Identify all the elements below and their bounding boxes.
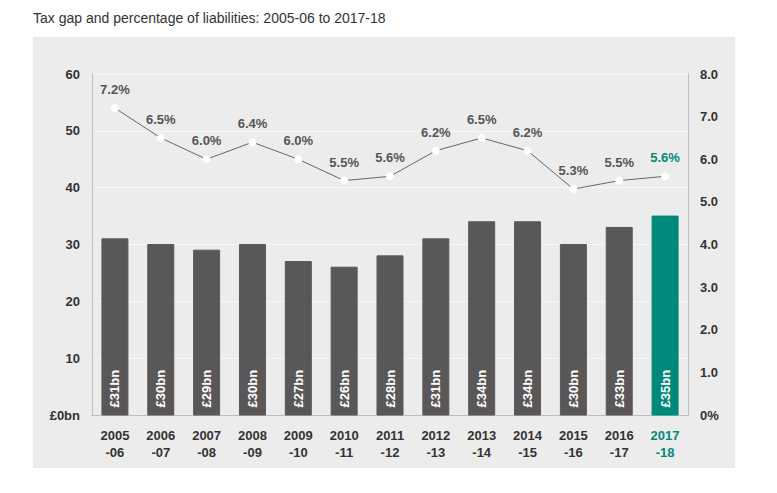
svg-text:8.0: 8.0 [700, 67, 718, 82]
svg-text:7.0: 7.0 [700, 109, 718, 124]
svg-text:£26bn: £26bn [337, 370, 352, 408]
svg-text:2017: 2017 [651, 428, 680, 443]
svg-text:2016: 2016 [605, 428, 634, 443]
svg-text:Tax gap and percentage of liab: Tax gap and percentage of liabilities: 2… [33, 10, 386, 26]
svg-text:-18: -18 [656, 445, 675, 460]
svg-text:2011: 2011 [376, 428, 404, 443]
svg-text:£29bn: £29bn [199, 370, 214, 408]
svg-text:-11: -11 [335, 445, 353, 460]
svg-text:-16: -16 [564, 445, 583, 460]
svg-text:-14: -14 [472, 445, 492, 460]
svg-text:2012: 2012 [421, 428, 450, 443]
svg-text:-12: -12 [381, 445, 400, 460]
svg-text:10: 10 [66, 351, 80, 366]
svg-text:-13: -13 [426, 445, 445, 460]
svg-text:5.5%: 5.5% [604, 155, 634, 170]
svg-text:2013: 2013 [467, 428, 496, 443]
svg-text:2014: 2014 [513, 428, 543, 443]
svg-text:£30bn: £30bn [566, 370, 581, 408]
svg-text:6.2%: 6.2% [513, 125, 543, 140]
svg-text:£30bn: £30bn [245, 370, 260, 408]
svg-text:7.2%: 7.2% [100, 82, 130, 97]
svg-text:50: 50 [66, 123, 80, 138]
svg-text:£33bn: £33bn [612, 370, 627, 408]
svg-text:2006: 2006 [146, 428, 175, 443]
svg-text:5.0: 5.0 [700, 194, 718, 209]
svg-text:£28bn: £28bn [383, 370, 398, 408]
svg-text:2.0: 2.0 [700, 322, 718, 337]
svg-text:6.2%: 6.2% [421, 125, 451, 140]
svg-text:2008: 2008 [238, 428, 267, 443]
svg-text:5.6%: 5.6% [375, 150, 405, 165]
svg-text:£34bn: £34bn [474, 370, 489, 408]
svg-text:-17: -17 [610, 445, 629, 460]
svg-text:5.6%: 5.6% [650, 150, 680, 165]
svg-text:£31bn: £31bn [428, 370, 443, 408]
svg-text:-09: -09 [243, 445, 262, 460]
svg-text:-08: -08 [197, 445, 216, 460]
svg-text:-10: -10 [289, 445, 308, 460]
svg-text:40: 40 [66, 180, 80, 195]
svg-text:6.0%: 6.0% [192, 133, 222, 148]
svg-text:£0bn: £0bn [50, 408, 80, 423]
svg-text:4.0: 4.0 [700, 237, 718, 252]
svg-text:5.3%: 5.3% [559, 163, 589, 178]
svg-text:£27bn: £27bn [291, 370, 306, 408]
svg-text:6.0: 6.0 [700, 152, 718, 167]
svg-text:0%: 0% [700, 408, 719, 423]
svg-text:£34bn: £34bn [520, 370, 535, 408]
svg-text:6.5%: 6.5% [467, 112, 497, 127]
svg-text:£31bn: £31bn [107, 370, 122, 408]
svg-text:-06: -06 [106, 445, 125, 460]
svg-text:1.0: 1.0 [700, 365, 718, 380]
svg-text:2015: 2015 [559, 428, 588, 443]
svg-text:6.4%: 6.4% [238, 116, 268, 131]
svg-text:60: 60 [66, 67, 80, 82]
svg-text:-15: -15 [518, 445, 537, 460]
svg-text:2010: 2010 [330, 428, 359, 443]
svg-text:30: 30 [66, 237, 80, 252]
svg-text:6.0%: 6.0% [283, 133, 313, 148]
svg-text:£30bn: £30bn [153, 370, 168, 408]
svg-text:2005: 2005 [100, 428, 129, 443]
svg-text:-07: -07 [151, 445, 170, 460]
svg-text:2009: 2009 [284, 428, 313, 443]
svg-text:6.5%: 6.5% [146, 112, 176, 127]
svg-text:3.0: 3.0 [700, 280, 718, 295]
svg-text:2007: 2007 [192, 428, 221, 443]
svg-text:5.5%: 5.5% [329, 155, 359, 170]
svg-text:20: 20 [66, 294, 80, 309]
svg-text:£35bn: £35bn [658, 370, 673, 408]
